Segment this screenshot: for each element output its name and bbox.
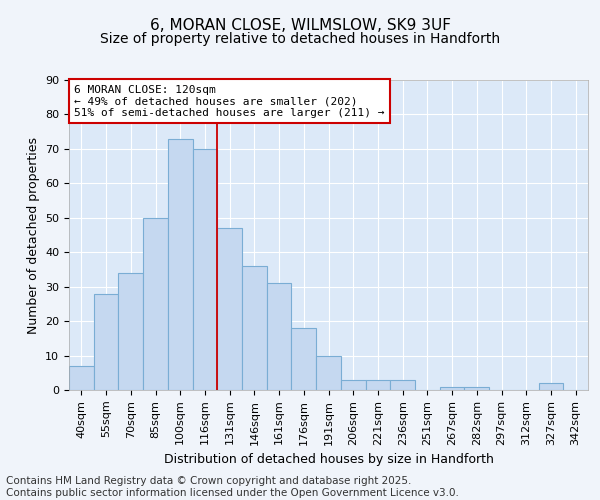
Text: 6, MORAN CLOSE, WILMSLOW, SK9 3UF: 6, MORAN CLOSE, WILMSLOW, SK9 3UF (149, 18, 451, 32)
X-axis label: Distribution of detached houses by size in Handforth: Distribution of detached houses by size … (164, 453, 493, 466)
Bar (365, 380, 390, 390)
Bar (143, 218, 168, 390)
Bar (341, 380, 365, 390)
Bar (440, 386, 464, 390)
Bar (316, 356, 341, 390)
Bar (217, 228, 242, 390)
Bar (118, 273, 143, 390)
Text: Size of property relative to detached houses in Handforth: Size of property relative to detached ho… (100, 32, 500, 46)
Bar (69, 366, 94, 390)
Bar (464, 386, 489, 390)
Text: 6 MORAN CLOSE: 120sqm
← 49% of detached houses are smaller (202)
51% of semi-det: 6 MORAN CLOSE: 120sqm ← 49% of detached … (74, 84, 385, 118)
Bar (390, 380, 415, 390)
Bar (168, 138, 193, 390)
Bar (267, 283, 292, 390)
Bar (292, 328, 316, 390)
Bar (94, 294, 118, 390)
Bar (242, 266, 267, 390)
Bar (193, 149, 217, 390)
Bar (539, 383, 563, 390)
Text: Contains HM Land Registry data © Crown copyright and database right 2025.
Contai: Contains HM Land Registry data © Crown c… (6, 476, 459, 498)
Y-axis label: Number of detached properties: Number of detached properties (26, 136, 40, 334)
